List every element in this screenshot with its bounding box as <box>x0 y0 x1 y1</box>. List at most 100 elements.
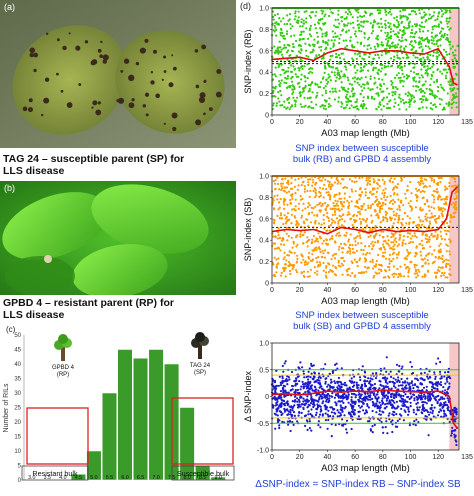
snp-point <box>327 415 330 418</box>
snp-point <box>369 22 372 25</box>
snp-point <box>416 379 420 382</box>
snp-point <box>288 54 291 57</box>
snp-point <box>284 390 287 393</box>
snp-point <box>410 40 413 43</box>
leaf-photo-tag24 <box>0 0 236 148</box>
c-category-label: 6.0 <box>121 475 128 481</box>
snp-point <box>402 402 405 405</box>
snp-point <box>275 102 279 105</box>
snp-point <box>422 39 426 42</box>
snp-point <box>390 13 393 16</box>
leaf-spot <box>43 97 50 104</box>
snp-point <box>343 414 346 417</box>
snp-point <box>388 276 391 279</box>
snp-point <box>352 59 355 62</box>
snp-point <box>402 102 406 105</box>
snp-point <box>298 92 301 95</box>
snp-point <box>442 27 445 30</box>
snp-point <box>286 58 289 61</box>
snp-point <box>408 105 411 108</box>
delta-formula: ΔSNP-index = SNP-index RB – SNP-index SB <box>255 479 461 490</box>
snp-point <box>327 219 331 222</box>
snp-point <box>368 36 371 39</box>
snp-point <box>443 32 446 36</box>
snp-point <box>272 221 275 224</box>
snp-point <box>449 213 452 217</box>
snp-point <box>273 208 276 211</box>
snp-point <box>407 271 410 274</box>
snp-point <box>335 402 338 405</box>
snp-point <box>451 88 454 91</box>
snp-point <box>349 413 352 416</box>
snp-point <box>348 82 351 85</box>
snp-point <box>386 385 389 388</box>
snp-point <box>389 260 392 263</box>
snp-point <box>333 193 337 197</box>
snp-point <box>376 198 379 201</box>
snp-point <box>308 212 311 215</box>
snp-point <box>427 377 430 380</box>
snp-point <box>362 218 365 221</box>
snp-point <box>304 391 307 394</box>
snp-point <box>381 204 384 207</box>
snp-point <box>453 57 456 60</box>
snp-point <box>296 221 299 224</box>
snp-point <box>390 35 393 38</box>
snp-point <box>358 376 362 379</box>
snp-point <box>369 190 372 193</box>
snp-point <box>317 22 320 25</box>
snp-point <box>387 37 390 40</box>
snp-point <box>408 424 411 427</box>
snp-point <box>388 418 391 421</box>
snp-point <box>381 78 384 81</box>
leaf-spot <box>145 113 149 117</box>
snp-point <box>334 199 337 202</box>
snp-point <box>436 384 439 387</box>
snp-point <box>451 45 454 48</box>
snp-point <box>409 70 413 73</box>
snp-point <box>444 11 447 14</box>
snp-point <box>435 95 438 98</box>
snp-point <box>455 106 458 109</box>
snp-point <box>380 67 383 70</box>
snp-point <box>353 258 356 261</box>
snp-point <box>297 10 300 13</box>
snp-point <box>380 54 383 57</box>
snp-point <box>296 420 299 423</box>
snp-point <box>420 239 423 242</box>
snp-point <box>314 83 317 86</box>
snp-point <box>382 246 385 249</box>
snp-point <box>439 266 442 269</box>
snp-point <box>445 198 449 201</box>
snp-point <box>390 80 393 83</box>
snp-point <box>290 405 293 408</box>
snp-point <box>324 249 327 252</box>
snp-point <box>421 197 424 200</box>
snp-point <box>372 387 375 390</box>
snp-point <box>323 183 326 186</box>
snp-point <box>455 190 458 193</box>
snp-point <box>426 375 429 378</box>
snp-point <box>436 68 439 71</box>
snp-point <box>273 195 276 198</box>
snp-point <box>327 217 330 220</box>
snp-point <box>424 20 427 23</box>
snp-point <box>372 66 375 69</box>
snp-point <box>384 51 387 54</box>
snp-point <box>415 199 419 202</box>
snp-point <box>328 75 331 78</box>
snp-point <box>413 100 416 103</box>
xtick-label: 40 <box>324 287 332 294</box>
snp-point <box>295 54 298 57</box>
snp-point <box>291 25 294 28</box>
snp-point <box>357 384 360 387</box>
snp-point <box>399 29 402 32</box>
snp-point <box>388 44 392 47</box>
snp-point <box>402 239 405 242</box>
snp-point <box>293 68 296 71</box>
x-axis-label: A03 map length (Mb) <box>321 463 410 474</box>
xtick-label: 40 <box>324 454 332 461</box>
leaf-spot <box>29 52 34 58</box>
snp-point <box>331 30 334 33</box>
snp-point <box>427 45 430 48</box>
